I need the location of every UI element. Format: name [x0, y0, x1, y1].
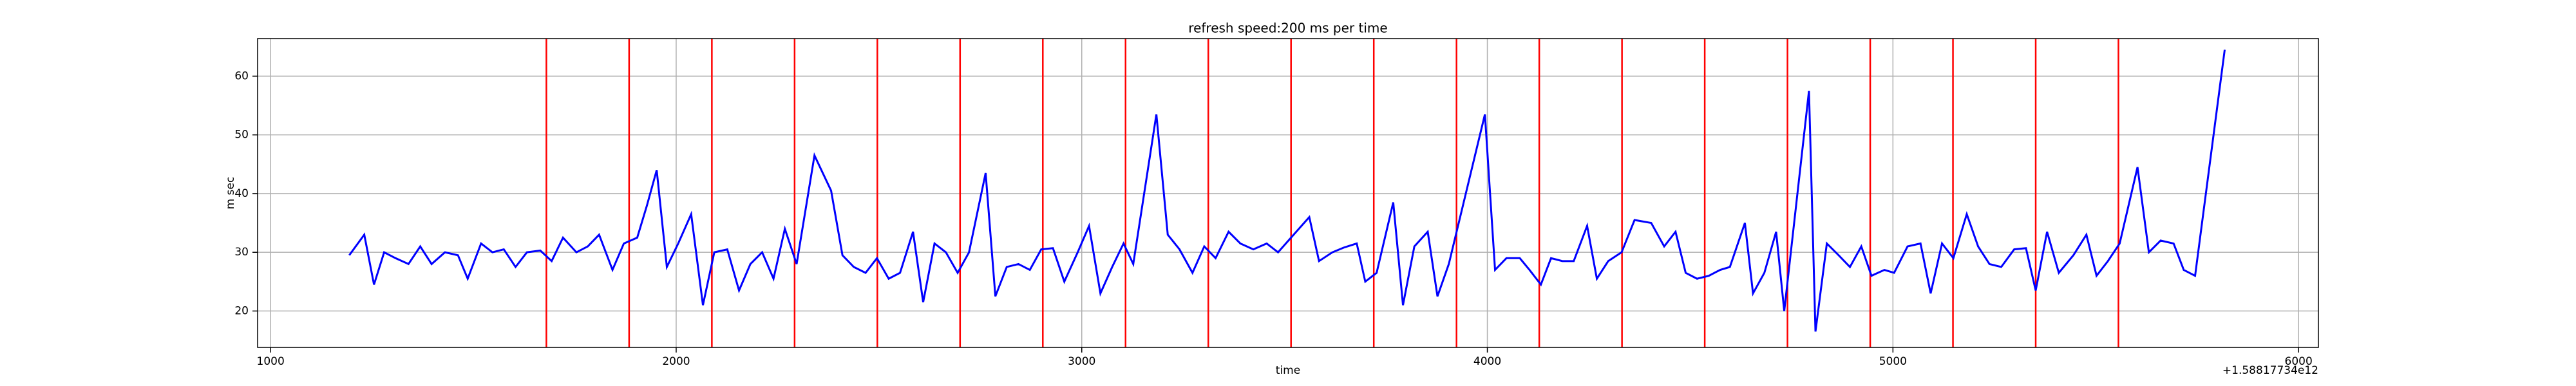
x-axis-label: time [1276, 364, 1300, 377]
data-line [348, 50, 2226, 332]
x-tick-label: 3000 [1068, 355, 1095, 368]
x-tick-label: 4000 [1473, 355, 1501, 368]
y-axis-label: m sec [224, 177, 237, 210]
y-tick-label: 60 [234, 69, 249, 82]
y-tick-label: 50 [234, 129, 249, 142]
y-tick-label: 40 [234, 187, 249, 200]
x-tick-label: 2000 [662, 355, 690, 368]
x-tick-label: 5000 [1879, 355, 1907, 368]
y-tick-label: 20 [234, 304, 249, 317]
x-tick-label: 6000 [2285, 355, 2313, 368]
y-tick-label: 30 [234, 246, 249, 259]
x-tick-label: 1000 [257, 355, 285, 368]
x-offset-label: +1.58817734e12 [2222, 364, 2318, 377]
chart-title: refresh speed:200 ms per time [1188, 21, 1387, 36]
axes-frame [257, 38, 2319, 348]
